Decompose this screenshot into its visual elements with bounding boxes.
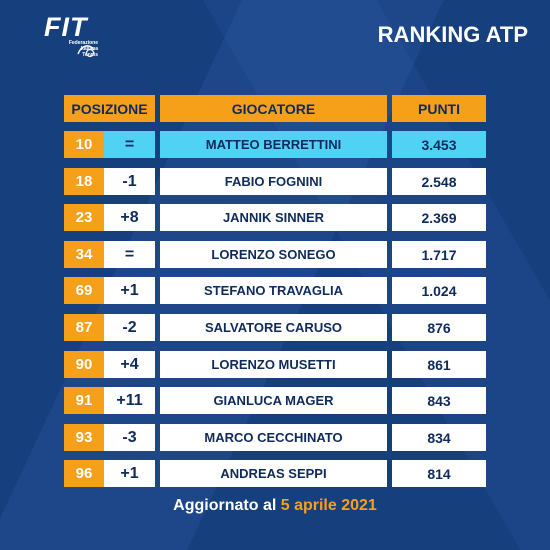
table-row: 87 -2 SALVATORE CARUSO 876 xyxy=(64,314,486,341)
table-row: 69 +1 STEFANO TRAVAGLIA 1.024 xyxy=(64,277,486,304)
points-cell: 814 xyxy=(392,460,486,487)
table-row: 90 +4 LORENZO MUSETTI 861 xyxy=(64,351,486,378)
rank-cell: 93 xyxy=(64,424,104,451)
points-cell: 876 xyxy=(392,314,486,341)
movement-cell: +8 xyxy=(104,204,155,231)
points-cell: 834 xyxy=(392,424,486,451)
player-name-cell: MATTEO BERRETTINI xyxy=(160,131,387,158)
footer-prefix: Aggiornato al xyxy=(173,497,277,514)
movement-cell: = xyxy=(104,131,155,158)
movement-cell: +4 xyxy=(104,351,155,378)
header-giocatore: GIOCATORE xyxy=(160,95,387,122)
table-row: 91 +11 GIANLUCA MAGER 843 xyxy=(64,387,486,414)
logo-text: FIT xyxy=(44,12,88,42)
footer-date: 5 aprile 2021 xyxy=(280,497,377,514)
player-name-cell: ANDREAS SEPPI xyxy=(160,460,387,487)
rank-cell: 91 xyxy=(64,387,104,414)
player-name-cell: LORENZO SONEGO xyxy=(160,241,387,268)
movement-cell: +11 xyxy=(104,387,155,414)
movement-cell: = xyxy=(104,241,155,268)
movement-cell: -1 xyxy=(104,168,155,195)
points-cell: 1.717 xyxy=(392,241,486,268)
page-title: RANKING ATP xyxy=(377,22,528,47)
points-cell: 843 xyxy=(392,387,486,414)
movement-cell: +1 xyxy=(104,277,155,304)
fit-logo: FIT Federazione Italiana Tennis xyxy=(14,12,98,58)
table-row: 23 +8 JANNIK SINNER 2.369 xyxy=(64,204,486,231)
footer-updated: Aggiornato al 5 aprile 2021 xyxy=(0,497,550,515)
movement-cell: -3 xyxy=(104,424,155,451)
points-cell: 2.369 xyxy=(392,204,486,231)
player-name-cell: LORENZO MUSETTI xyxy=(160,351,387,378)
player-name-cell: GIANLUCA MAGER xyxy=(160,387,387,414)
player-name-cell: SALVATORE CARUSO xyxy=(160,314,387,341)
player-name-cell: STEFANO TRAVAGLIA xyxy=(160,277,387,304)
logo-subtitle-3: Tennis xyxy=(82,52,98,58)
rank-cell: 34 xyxy=(64,241,104,268)
rank-cell: 10 xyxy=(64,131,104,158)
player-name-cell: FABIO FOGNINI xyxy=(160,168,387,195)
rank-cell: 90 xyxy=(64,351,104,378)
player-name-cell: JANNIK SINNER xyxy=(160,204,387,231)
header-punti: PUNTI xyxy=(392,95,486,122)
movement-cell: -2 xyxy=(104,314,155,341)
rank-cell: 18 xyxy=(64,168,104,195)
points-cell: 2.548 xyxy=(392,168,486,195)
table-row: 93 -3 MARCO CECCHINATO 834 xyxy=(64,424,486,451)
rank-cell: 87 xyxy=(64,314,104,341)
points-cell: 861 xyxy=(392,351,486,378)
rank-cell: 96 xyxy=(64,460,104,487)
points-cell: 3.453 xyxy=(392,131,486,158)
header-posizione: POSIZIONE xyxy=(64,95,155,122)
movement-cell: +1 xyxy=(104,460,155,487)
logo-subtitle-1: Federazione xyxy=(68,40,98,46)
table-row: 10 = MATTEO BERRETTINI 3.453 xyxy=(64,131,486,158)
table-row: 34 = LORENZO SONEGO 1.717 xyxy=(64,241,486,268)
table-row: 96 +1 ANDREAS SEPPI 814 xyxy=(64,460,486,487)
player-name-cell: MARCO CECCHINATO xyxy=(160,424,387,451)
rank-cell: 69 xyxy=(64,277,104,304)
tennis-ball-icon xyxy=(77,45,95,58)
points-cell: 1.024 xyxy=(392,277,486,304)
rank-cell: 23 xyxy=(64,204,104,231)
table-row: 18 -1 FABIO FOGNINI 2.548 xyxy=(64,168,486,195)
